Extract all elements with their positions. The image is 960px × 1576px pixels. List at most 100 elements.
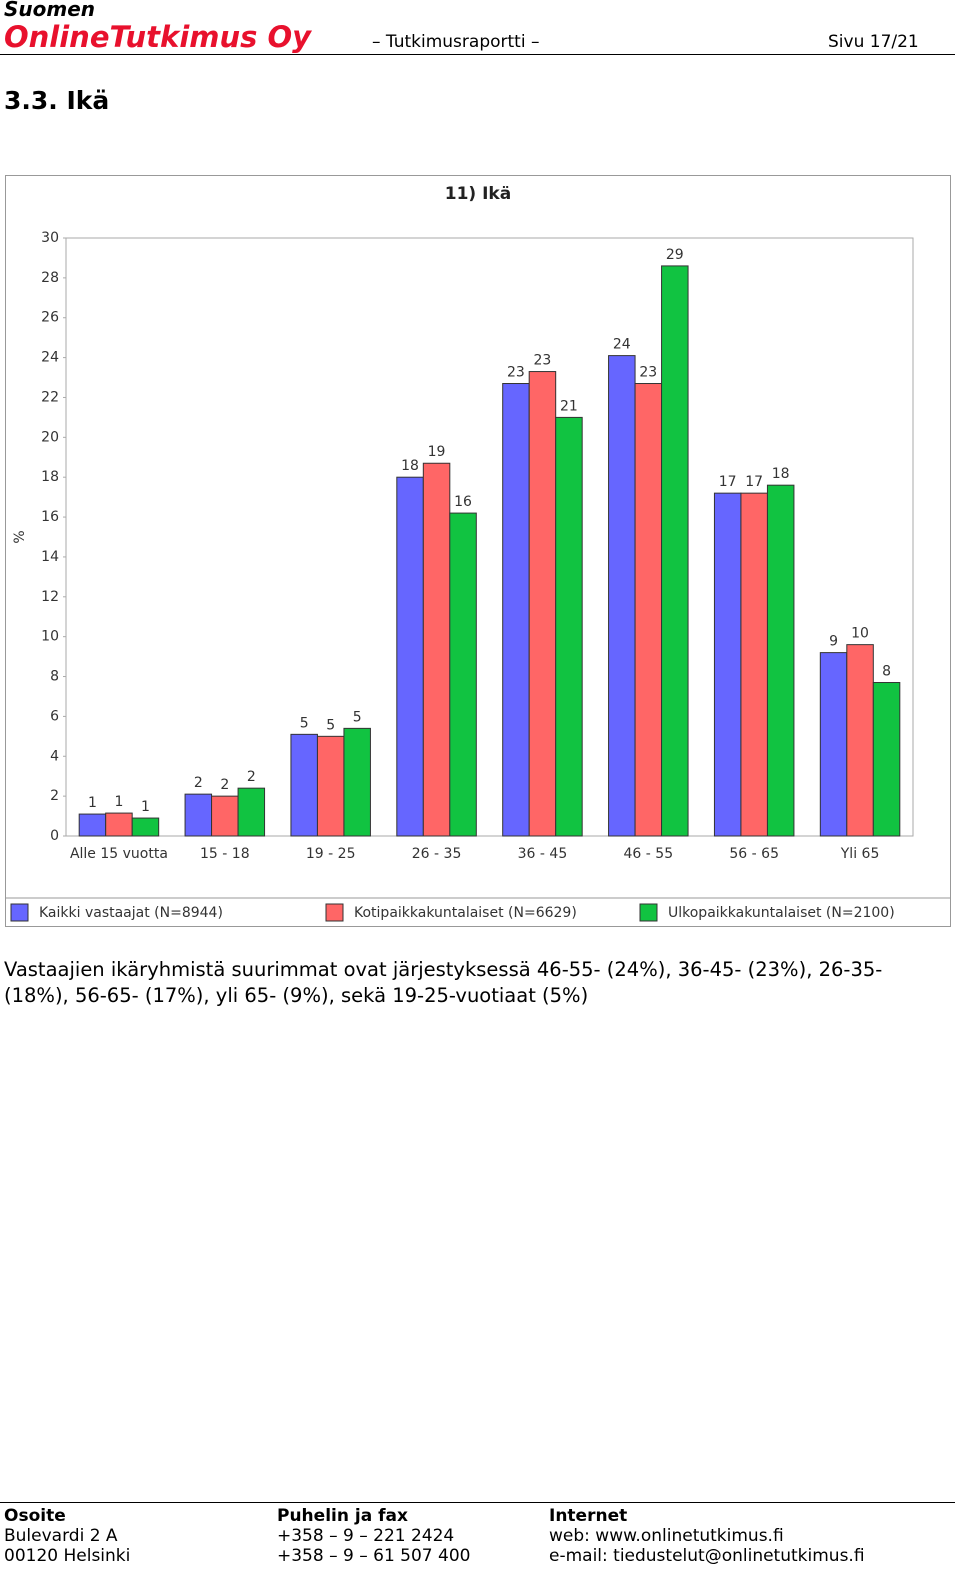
bar (846, 644, 874, 837)
x-tick-label: 15 - 18 (200, 846, 250, 862)
bar (608, 355, 636, 837)
footer-heading: Osoite (4, 1506, 66, 1526)
bar (528, 371, 557, 837)
footer-line: Bulevardi 2 A (4, 1526, 118, 1546)
y-tick-label: 4 (50, 748, 59, 764)
value-label: 23 (507, 365, 525, 381)
footer-heading: Puhelin ja fax (277, 1506, 408, 1526)
section-title: 3.3. Ikä (4, 86, 110, 115)
page-number: Sivu 17/21 (828, 32, 919, 52)
header-rule (0, 54, 955, 55)
y-tick-label: 16 (41, 509, 59, 525)
bar (422, 462, 451, 837)
footer-rule (0, 1502, 955, 1503)
y-tick-label: 18 (41, 469, 59, 485)
bar (237, 787, 266, 837)
chart-title: 11) Ikä (445, 184, 511, 204)
footer-column: Puhelin ja fax +358 – 9 – 221 2424 +358 – … (277, 1506, 470, 1566)
y-tick-label: 26 (41, 310, 59, 326)
value-label: 18 (401, 458, 419, 474)
value-label: 19 (428, 444, 446, 460)
footer-column: Internet web: www.onlinetutkimus.fi e-mail… (549, 1506, 865, 1566)
value-label: 8 (882, 664, 891, 680)
bar (184, 793, 213, 837)
bar (105, 812, 133, 837)
y-tick-label: 10 (41, 629, 59, 645)
value-label: 10 (851, 626, 869, 642)
footer-line: +358 – 9 – 61 507 400 (277, 1546, 471, 1566)
company-name: OnlineTutkimus Oy (4, 20, 312, 54)
paragraph: Vastaajien ikäryhmistä suurimmat ovat jä… (4, 958, 883, 1007)
value-label: 2 (220, 777, 229, 793)
bar (290, 733, 318, 837)
value-label: 17 (745, 474, 763, 490)
bar (316, 735, 345, 837)
x-tick-label: 46 - 55 (624, 846, 674, 862)
value-label: 2 (194, 775, 203, 791)
value-label: 29 (666, 247, 684, 263)
y-tick-label: 24 (41, 350, 59, 366)
legend-label: Ulkopaikkakuntalaiset (N=2100) (668, 905, 895, 921)
footer-line: web: www.onlinetutkimus.fi (549, 1526, 784, 1546)
value-label: 17 (719, 474, 737, 490)
bar (661, 265, 689, 837)
bar (713, 492, 742, 837)
y-tick-label: 22 (41, 389, 59, 405)
y-tick-label: 12 (41, 589, 59, 605)
report-title: – Tutkimusraportti – (372, 32, 540, 52)
x-tick-label: 36 - 45 (518, 846, 568, 862)
y-tick-label: 0 (50, 828, 59, 844)
bar (396, 476, 424, 837)
legend-swatch (10, 903, 29, 922)
footer-line: e-mail: tiedustelut@onlinetutkimus.fi (549, 1546, 865, 1566)
bar (819, 652, 848, 837)
bar (131, 817, 160, 837)
value-label: 24 (613, 337, 631, 353)
x-tick-label: Yli 65 (840, 846, 880, 862)
bar (555, 416, 583, 837)
company-line: Suomen (4, 0, 96, 21)
y-axis-label: % (12, 530, 28, 543)
value-label: 18 (772, 466, 790, 482)
footer-column: Osoite Bulevardi 2 A 00120 Helsinki (4, 1506, 130, 1566)
bar (78, 813, 107, 837)
plot-frame (65, 237, 914, 837)
value-label: 1 (141, 799, 150, 815)
bar (502, 383, 530, 837)
bar (740, 492, 768, 837)
bar (872, 682, 901, 837)
value-label: 23 (534, 353, 552, 369)
y-tick-label: 6 (50, 708, 59, 724)
value-label: 1 (114, 794, 123, 810)
footer-heading: Internet (549, 1506, 628, 1526)
bar (449, 512, 477, 837)
legend-label: Kotipaikkakuntalaiset (N=6629) (354, 905, 577, 921)
value-label: 1 (88, 795, 97, 811)
value-label: 23 (639, 365, 657, 381)
footer-line: +358 – 9 – 221 2424 (277, 1526, 455, 1546)
legend-swatch (639, 903, 658, 922)
value-label: 2 (247, 769, 256, 785)
y-tick-label: 14 (41, 549, 59, 565)
footer-line: 00120 Helsinki (4, 1546, 131, 1566)
chart: 11) Ikä % 024681012141618202224262830All… (5, 175, 951, 927)
y-tick-label: 2 (50, 788, 59, 804)
bar (634, 383, 663, 837)
value-label: 5 (353, 709, 362, 725)
value-label: 21 (560, 398, 578, 414)
x-tick-label: 56 - 65 (729, 846, 779, 862)
x-tick-label: Alle 15 vuotta (70, 846, 168, 862)
value-label: 5 (300, 715, 309, 731)
y-tick-label: 30 (41, 230, 59, 246)
bar (343, 727, 371, 837)
value-label: 9 (829, 634, 838, 650)
x-tick-label: 19 - 25 (306, 846, 356, 862)
x-tick-label: 26 - 35 (412, 846, 462, 862)
bar (211, 795, 239, 837)
y-tick-label: 28 (41, 270, 59, 286)
legend-label: Kaikki vastaajat (N=8944) (39, 905, 223, 921)
legend-swatch (325, 903, 344, 922)
bar (766, 484, 795, 837)
y-tick-label: 20 (41, 429, 59, 445)
